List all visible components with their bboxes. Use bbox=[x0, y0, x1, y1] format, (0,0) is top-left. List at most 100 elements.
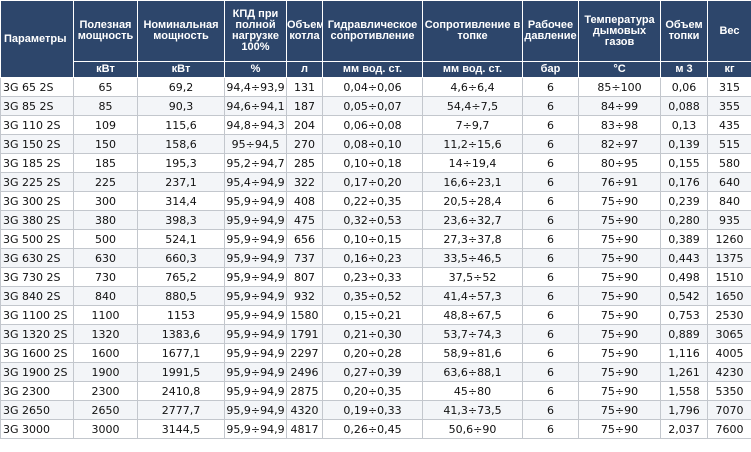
cell-boiler-volume: 807 bbox=[286, 267, 323, 287]
cell-furnace-volume: 0,139 bbox=[660, 134, 708, 154]
cell-boiler-volume: 2875 bbox=[286, 381, 323, 401]
cell-hydraulic-resistance: 0,35÷0,52 bbox=[322, 286, 423, 306]
cell-useful-power: 3000 bbox=[73, 419, 138, 439]
cell-weight: 315 bbox=[707, 77, 751, 97]
cell-working-pressure: 6 bbox=[522, 286, 579, 306]
unit-boiler-volume: л bbox=[286, 61, 323, 78]
cell-model: 3G 150 2S bbox=[0, 134, 74, 154]
cell-model: 3G 630 2S bbox=[0, 248, 74, 268]
cell-boiler-volume: 270 bbox=[286, 134, 323, 154]
cell-model: 3G 1600 2S bbox=[0, 343, 74, 363]
cell-working-pressure: 6 bbox=[522, 343, 579, 363]
cell-hydraulic-resistance: 0,10÷0,15 bbox=[322, 229, 423, 249]
cell-efficiency: 94,4÷93,9 bbox=[224, 77, 287, 97]
cell-hydraulic-resistance: 0,10÷0,18 bbox=[322, 153, 423, 173]
cell-working-pressure: 6 bbox=[522, 267, 579, 287]
cell-hydraulic-resistance: 0,23÷0,33 bbox=[322, 267, 423, 287]
cell-furnace-volume: 0,176 bbox=[660, 172, 708, 192]
cell-furnace-volume: 0,088 bbox=[660, 96, 708, 116]
cell-furnace-volume: 0,155 bbox=[660, 153, 708, 173]
cell-working-pressure: 6 bbox=[522, 134, 579, 154]
cell-weight: 935 bbox=[707, 210, 751, 230]
cell-efficiency: 94,6÷94,1 bbox=[224, 96, 287, 116]
cell-furnace-resistance: 45÷80 bbox=[422, 381, 523, 401]
header-useful-power: Полезная мощность bbox=[73, 0, 138, 62]
cell-model: 3G 1900 2S bbox=[0, 362, 74, 382]
cell-model: 3G 2300 bbox=[0, 381, 74, 401]
cell-hydraulic-resistance: 0,20÷0,28 bbox=[322, 343, 423, 363]
cell-useful-power: 840 bbox=[73, 286, 138, 306]
cell-working-pressure: 6 bbox=[522, 305, 579, 325]
cell-hydraulic-resistance: 0,21÷0,30 bbox=[322, 324, 423, 344]
cell-flue-gas-temperature: 75÷90 bbox=[578, 324, 661, 344]
cell-useful-power: 150 bbox=[73, 134, 138, 154]
cell-furnace-resistance: 14÷19,4 bbox=[422, 153, 523, 173]
cell-boiler-volume: 737 bbox=[286, 248, 323, 268]
cell-hydraulic-resistance: 0,19÷0,33 bbox=[322, 400, 423, 420]
cell-weight: 3065 bbox=[707, 324, 751, 344]
cell-working-pressure: 6 bbox=[522, 248, 579, 268]
cell-nominal-power: 69,2 bbox=[137, 77, 225, 97]
cell-furnace-volume: 0,239 bbox=[660, 191, 708, 211]
table-row: 3G 1900 2S 1900 1991,5 95,9÷94,9 2496 0,27÷0,… bbox=[0, 362, 751, 382]
cell-furnace-resistance: 20,5÷28,4 bbox=[422, 191, 523, 211]
cell-boiler-volume: 408 bbox=[286, 191, 323, 211]
cell-boiler-volume: 1791 bbox=[286, 324, 323, 344]
cell-flue-gas-temperature: 75÷90 bbox=[578, 419, 661, 439]
unit-nominal-power: кВт bbox=[137, 61, 225, 78]
unit-furnace-resistance: мм вод. ст. bbox=[422, 61, 523, 78]
cell-nominal-power: 195,3 bbox=[137, 153, 225, 173]
cell-nominal-power: 880,5 bbox=[137, 286, 225, 306]
cell-nominal-power: 158,6 bbox=[137, 134, 225, 154]
header-furnace-volume: Объем топки bbox=[660, 0, 708, 62]
cell-working-pressure: 6 bbox=[522, 362, 579, 382]
cell-flue-gas-temperature: 75÷90 bbox=[578, 343, 661, 363]
cell-hydraulic-resistance: 0,04÷0,06 bbox=[322, 77, 423, 97]
header-weight: Вес bbox=[707, 0, 751, 62]
cell-working-pressure: 6 bbox=[522, 381, 579, 401]
table-row: 3G 225 2S 225 237,1 95,4÷94,9 322 0,17÷0,20 16… bbox=[0, 172, 751, 192]
header-nominal-power: Номинальная мощность bbox=[137, 0, 225, 62]
cell-hydraulic-resistance: 0,26÷0,45 bbox=[322, 419, 423, 439]
cell-flue-gas-temperature: 75÷90 bbox=[578, 286, 661, 306]
cell-hydraulic-resistance: 0,06÷0,08 bbox=[322, 115, 423, 135]
cell-furnace-resistance: 7÷9,7 bbox=[422, 115, 523, 135]
cell-useful-power: 380 bbox=[73, 210, 138, 230]
cell-hydraulic-resistance: 0,16÷0,23 bbox=[322, 248, 423, 268]
cell-hydraulic-resistance: 0,17÷0,20 bbox=[322, 172, 423, 192]
cell-weight: 840 bbox=[707, 191, 751, 211]
unit-flue-gas-temperature: °C bbox=[578, 61, 661, 78]
cell-furnace-resistance: 50,6÷90 bbox=[422, 419, 523, 439]
cell-useful-power: 300 bbox=[73, 191, 138, 211]
table-row: 3G 150 2S 150 158,6 95÷94,5 270 0,08÷0,10 11,2… bbox=[0, 134, 751, 154]
cell-weight: 580 bbox=[707, 153, 751, 173]
cell-boiler-volume: 475 bbox=[286, 210, 323, 230]
cell-useful-power: 225 bbox=[73, 172, 138, 192]
cell-weight: 5350 bbox=[707, 381, 751, 401]
table-row: 3G 3000 3000 3144,5 95,9÷94,9 4817 0,26÷0,45 5… bbox=[0, 419, 751, 439]
cell-furnace-volume: 0,542 bbox=[660, 286, 708, 306]
cell-efficiency: 95,9÷94,9 bbox=[224, 229, 287, 249]
table-row: 3G 630 2S 630 660,3 95,9÷94,9 737 0,16÷0,23 33… bbox=[0, 248, 751, 268]
cell-flue-gas-temperature: 75÷90 bbox=[578, 305, 661, 325]
cell-useful-power: 1320 bbox=[73, 324, 138, 344]
cell-nominal-power: 2777,7 bbox=[137, 400, 225, 420]
cell-efficiency: 95,9÷94,9 bbox=[224, 381, 287, 401]
unit-furnace-volume: м 3 bbox=[660, 61, 708, 78]
cell-boiler-volume: 2496 bbox=[286, 362, 323, 382]
cell-nominal-power: 115,6 bbox=[137, 115, 225, 135]
cell-furnace-volume: 0,389 bbox=[660, 229, 708, 249]
cell-hydraulic-resistance: 0,08÷0,10 bbox=[322, 134, 423, 154]
cell-boiler-volume: 131 bbox=[286, 77, 323, 97]
cell-furnace-volume: 1,558 bbox=[660, 381, 708, 401]
cell-working-pressure: 6 bbox=[522, 153, 579, 173]
cell-boiler-volume: 204 bbox=[286, 115, 323, 135]
cell-efficiency: 95,9÷94,9 bbox=[224, 248, 287, 268]
cell-furnace-volume: 2,037 bbox=[660, 419, 708, 439]
cell-nominal-power: 524,1 bbox=[137, 229, 225, 249]
cell-furnace-resistance: 54,4÷7,5 bbox=[422, 96, 523, 116]
cell-nominal-power: 660,3 bbox=[137, 248, 225, 268]
cell-furnace-resistance: 63,6÷88,1 bbox=[422, 362, 523, 382]
cell-model: 3G 2650 bbox=[0, 400, 74, 420]
cell-working-pressure: 6 bbox=[522, 96, 579, 116]
